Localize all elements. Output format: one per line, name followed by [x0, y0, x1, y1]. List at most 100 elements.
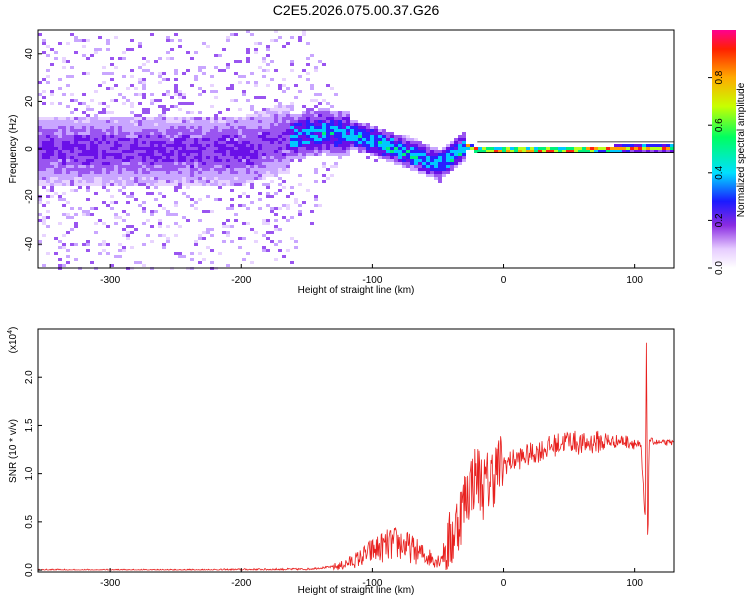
spectrogram-cell	[230, 165, 234, 168]
spectrogram-cell	[190, 180, 194, 183]
spectrogram-y-tick-label: -40	[24, 237, 35, 252]
spectrogram-cell	[174, 117, 178, 120]
spectrogram-cell	[142, 111, 146, 114]
spectrogram-cell	[174, 201, 178, 204]
spectrogram-cell	[162, 171, 166, 174]
spectrogram-cell	[42, 141, 46, 144]
spectrogram-cell	[438, 165, 442, 168]
spectrogram-cell	[334, 114, 338, 117]
spectrogram-cell	[158, 135, 162, 138]
spectrogram-cell	[266, 126, 270, 129]
spectrogram-cell	[334, 141, 338, 144]
spectrogram-cell	[66, 231, 70, 234]
spectrogram-cell	[174, 153, 178, 156]
spectrogram-cell	[46, 138, 50, 141]
spectrogram-cell	[106, 144, 110, 147]
spectrogram-cell	[218, 150, 222, 153]
spectrogram-cell	[122, 174, 126, 177]
spectrogram-cell	[338, 132, 342, 135]
spectrogram-cell	[158, 162, 162, 165]
spectrogram-cell	[450, 156, 454, 159]
spectrogram-cell	[394, 141, 398, 144]
spectrogram-cell	[338, 126, 342, 129]
spectrogram-cell	[462, 135, 466, 138]
spectrogram-cell	[254, 114, 258, 117]
spectrogram-cell	[226, 174, 230, 177]
spectrogram-cell	[338, 111, 342, 114]
spectrogram-cell	[134, 261, 138, 264]
spectrogram-cell	[210, 138, 214, 141]
spectrogram-cell	[54, 123, 58, 126]
spectrogram-cell	[274, 39, 278, 42]
spectrogram-cell	[134, 147, 138, 150]
spectrogram-cell	[290, 159, 294, 162]
spectrogram-cell	[86, 180, 90, 183]
snr-series	[37, 342, 674, 571]
spectrogram-cell	[74, 144, 78, 147]
spectrogram-cell	[50, 63, 54, 66]
spectrogram-cell	[98, 180, 102, 183]
spectrogram-x-tick-label: -100	[362, 275, 382, 286]
spectrogram-x-ticks: -300 -200 -100 0 100	[100, 264, 643, 286]
spectrogram-cell	[242, 153, 246, 156]
spectrogram-cell	[58, 147, 62, 150]
spectrogram-cell	[162, 141, 166, 144]
spectrogram-cell	[302, 33, 306, 36]
spectrogram-cell	[314, 105, 318, 108]
spectrogram-cell	[126, 120, 130, 123]
spectrogram-cell	[110, 87, 114, 90]
spectrogram-cell	[282, 105, 286, 108]
spectrogram-cell	[102, 135, 106, 138]
spectrogram-cell	[258, 66, 262, 69]
spectrogram-cell	[278, 162, 282, 165]
spectrogram-cell	[50, 48, 54, 51]
spectrogram-cell	[86, 150, 90, 153]
spectrogram-cell	[210, 105, 214, 108]
spectrogram-cell	[282, 147, 286, 150]
snr-y-tick-label: 0.5	[24, 514, 35, 528]
spectrogram-cell	[178, 90, 182, 93]
spectrogram-cell	[294, 147, 298, 150]
spectrogram-cell	[106, 243, 110, 246]
spectrogram-cell	[342, 126, 346, 129]
spectrogram-cell	[194, 177, 198, 180]
spectrogram-cell	[270, 156, 274, 159]
spectrogram-cell	[650, 144, 654, 147]
spectrogram-cell	[334, 129, 338, 132]
spectrogram-cell	[106, 171, 110, 174]
spectrogram-cell	[70, 216, 74, 219]
spectrogram-cell	[274, 144, 278, 147]
spectrogram-cell	[254, 165, 258, 168]
spectrogram-cell	[118, 249, 122, 252]
spectrogram-cell	[226, 162, 230, 165]
spectrogram-cell	[346, 153, 350, 156]
spectrogram-cell	[618, 147, 622, 150]
spectrogram-cell	[210, 117, 214, 120]
spectrogram-cell	[54, 156, 58, 159]
spectrogram-cell	[206, 123, 210, 126]
spectrogram-cell	[198, 153, 202, 156]
spectrogram-cell	[102, 243, 106, 246]
spectrogram-cell	[438, 153, 442, 156]
spectrogram-cell	[202, 126, 206, 129]
spectrogram-cell	[294, 138, 298, 141]
spectrogram-cell	[262, 246, 266, 249]
spectrogram-cell	[634, 147, 638, 150]
spectrogram-cell	[242, 174, 246, 177]
spectrogram-cell	[250, 120, 254, 123]
spectrogram-cell	[274, 165, 278, 168]
spectrogram-cell	[322, 138, 326, 141]
spectrogram-cell	[142, 153, 146, 156]
spectrogram-cell	[90, 159, 94, 162]
spectrogram-cell	[86, 123, 90, 126]
spectrogram-cell	[158, 99, 162, 102]
spectrogram-cell	[270, 207, 274, 210]
spectrogram-cell	[406, 147, 410, 150]
spectrogram-cell	[338, 135, 342, 138]
spectrogram-cell	[114, 135, 118, 138]
spectrogram-cell	[178, 147, 182, 150]
spectrogram-cell	[122, 165, 126, 168]
spectrogram-cell	[278, 150, 282, 153]
spectrogram-cell	[258, 135, 262, 138]
